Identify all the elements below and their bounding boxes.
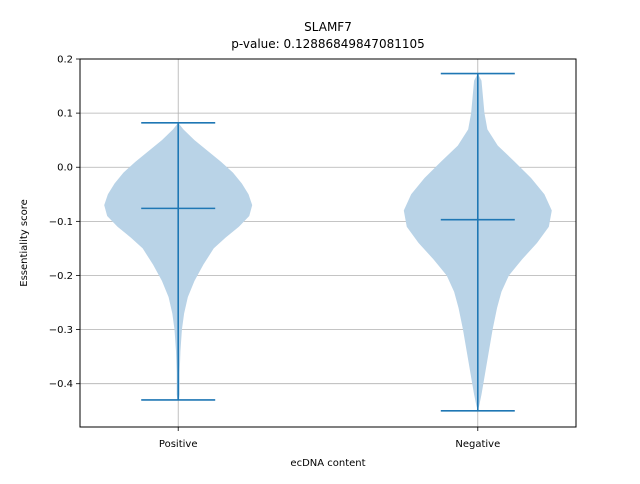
y-tick-label: −0.1 xyxy=(49,217,73,228)
y-axis-label: Essentiality score xyxy=(19,199,30,287)
x-tick-label-positive: Positive xyxy=(159,439,198,450)
y-tick-label: −0.3 xyxy=(49,325,73,336)
violin-statistics xyxy=(141,72,515,412)
plot-frame xyxy=(79,58,577,428)
y-tick-label: 0.2 xyxy=(57,55,73,66)
y-tick-label: −0.4 xyxy=(49,379,73,390)
y-axis-ticks: 0.2 0.1 0.0 −0.1 −0.2 −0.3 −0.4 xyxy=(49,55,80,390)
x-axis-ticks: Positive Negative xyxy=(159,427,500,450)
y-tick-label: −0.2 xyxy=(49,271,73,282)
y-tick-label: 0.1 xyxy=(57,109,73,120)
x-axis-label: ecDNA content xyxy=(290,458,365,469)
chart-title: SLAMF7 xyxy=(304,20,352,34)
y-tick-label: 0.0 xyxy=(57,163,73,174)
x-tick-label-negative: Negative xyxy=(455,439,500,450)
chart-subtitle: p-value: 0.12886849847081105 xyxy=(231,37,425,51)
